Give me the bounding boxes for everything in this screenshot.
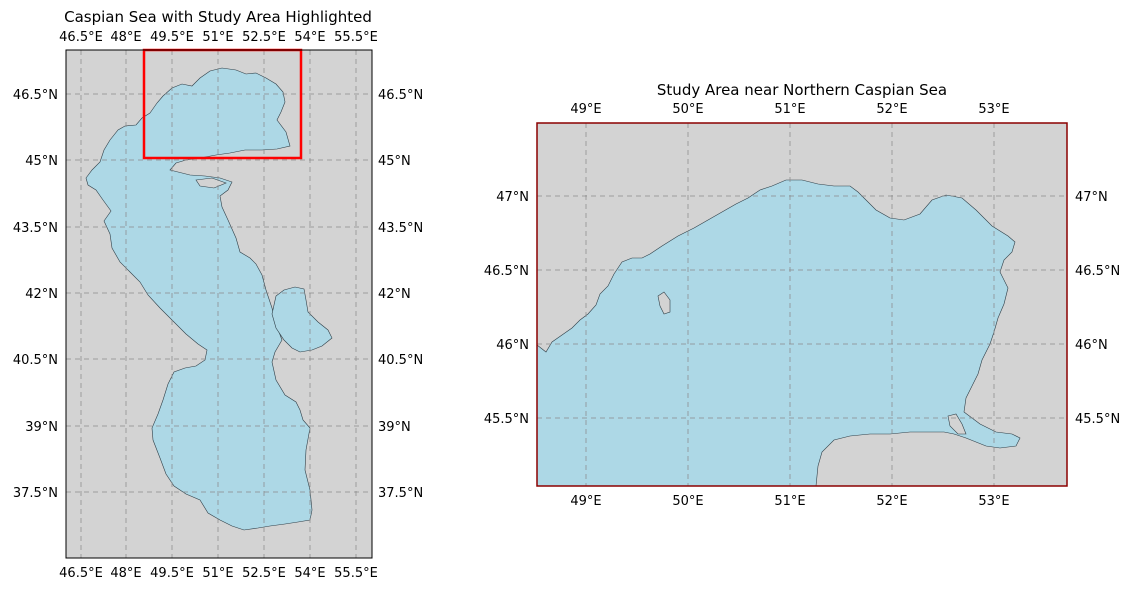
island-west (657, 291, 671, 315)
map-study-area-right-lat-labels: 47°N 46.5°N 46°N 45.5°N (1075, 190, 1120, 427)
lon-tick-label: 49.5°E (150, 30, 194, 45)
map-study-area-left-lat-labels: 47°N 46.5°N 46°N 45.5°N (484, 190, 529, 427)
map-study-area-bottom-lon-labels: 49°E 50°E 51°E 52°E 53°E (570, 494, 1009, 509)
lon-tick-label: 52°E (876, 102, 907, 117)
map-overview-title: Caspian Sea with Study Area Highlighted (64, 8, 372, 26)
map-overview-bottom-lon-labels: 46.5°E 48°E 49.5°E 51°E 52.5°E 54°E 55.5… (59, 566, 378, 581)
lon-tick-label: 49°E (570, 102, 601, 117)
lon-tick-label: 51°E (202, 30, 233, 45)
lat-tick-label: 47°N (1075, 190, 1108, 205)
map-overview-frame (65, 49, 373, 559)
lon-tick-label: 54°E (294, 30, 325, 45)
lat-tick-label: 46.5°N (1075, 264, 1120, 279)
map-overview-right-lat-labels: 46.5°N 45°N 43.5°N 42°N 40.5°N 39°N 37.5… (378, 88, 423, 501)
lon-tick-label: 49°E (570, 494, 601, 509)
lon-tick-label: 53°E (978, 102, 1009, 117)
lat-tick-label: 42°N (378, 287, 411, 302)
map-overview-gridlines (66, 50, 372, 558)
map-overview-left-lat-labels: 46.5°N 45°N 43.5°N 42°N 40.5°N 39°N 37.5… (13, 88, 58, 501)
lat-tick-label: 46.5°N (378, 88, 423, 103)
lon-tick-label: 52.5°E (242, 30, 286, 45)
map-study-area-frame (536, 122, 1068, 487)
lat-tick-label: 45°N (378, 154, 411, 169)
lat-tick-label: 39°N (378, 420, 411, 435)
lon-tick-label: 50°E (672, 102, 703, 117)
island-east-spit (947, 413, 967, 435)
lon-tick-label: 54°E (294, 566, 325, 581)
lat-tick-label: 40.5°N (378, 353, 423, 368)
lat-tick-label: 39°N (25, 420, 58, 435)
lat-tick-label: 45.5°N (484, 412, 529, 427)
lon-tick-label: 51°E (202, 566, 233, 581)
lat-tick-label: 46.5°N (13, 88, 58, 103)
lon-tick-label: 50°E (672, 494, 703, 509)
lat-tick-label: 37.5°N (13, 486, 58, 501)
lat-tick-label: 43.5°N (13, 221, 58, 236)
lat-tick-label: 42°N (25, 287, 58, 302)
lon-tick-label: 49.5°E (150, 566, 194, 581)
lon-tick-label: 48°E (110, 566, 141, 581)
map-overview-top-lon-labels: 46.5°E 48°E 49.5°E 51°E 52.5°E 54°E 55.5… (59, 30, 378, 45)
northern-caspian-sea (537, 179, 1021, 486)
lon-tick-label: 51°E (774, 102, 805, 117)
kara-bogaz-gol (271, 286, 333, 353)
lon-tick-label: 46.5°E (59, 566, 103, 581)
lat-tick-label: 45.5°N (1075, 412, 1120, 427)
map-study-area-top-lon-labels: 49°E 50°E 51°E 52°E 53°E (570, 102, 1009, 117)
lon-tick-label: 52°E (876, 494, 907, 509)
lat-tick-label: 45°N (25, 154, 58, 169)
lon-tick-label: 55.5°E (334, 566, 378, 581)
lat-tick-label: 46.5°N (484, 264, 529, 279)
map-overview: Caspian Sea with Study Area Highlighted (13, 8, 423, 581)
map-study-area-title: Study Area near Northern Caspian Sea (657, 81, 947, 99)
lat-tick-label: 47°N (496, 190, 529, 205)
lat-tick-label: 46°N (1075, 338, 1108, 353)
map-study-area-gridlines (537, 123, 1067, 486)
lon-tick-label: 51°E (774, 494, 805, 509)
lat-tick-label: 43.5°N (378, 221, 423, 236)
lat-tick-label: 40.5°N (13, 353, 58, 368)
lon-tick-label: 55.5°E (334, 30, 378, 45)
lon-tick-label: 48°E (110, 30, 141, 45)
lat-tick-label: 46°N (496, 338, 529, 353)
lon-tick-label: 46.5°E (59, 30, 103, 45)
lon-tick-label: 53°E (978, 494, 1009, 509)
lon-tick-label: 52.5°E (242, 566, 286, 581)
lat-tick-label: 37.5°N (378, 486, 423, 501)
map-study-area: Study Area near Northern Caspian Sea 49°… (484, 81, 1120, 509)
